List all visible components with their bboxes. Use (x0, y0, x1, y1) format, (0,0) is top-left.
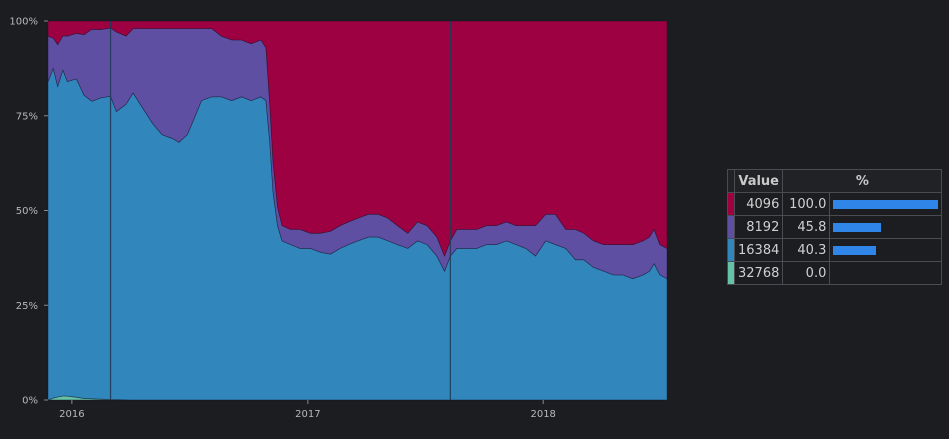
legend-row[interactable]: 8192 45.8 (727, 215, 943, 239)
y-tick-label: 0% (22, 396, 38, 407)
legend-bar-cell (829, 238, 943, 262)
legend-header-row: Value % (727, 169, 943, 193)
legend-value: 4096 (733, 192, 784, 216)
legend-value: 8192 (733, 215, 784, 239)
legend-header-swatch (727, 169, 735, 193)
legend-pct: 45.8 (782, 215, 831, 239)
legend-pct: 0.0 (782, 261, 831, 285)
legend-bar-cell (829, 261, 943, 285)
x-tick-label: 2017 (295, 409, 320, 420)
legend-swatch (727, 261, 735, 285)
legend-header-value[interactable]: Value (733, 169, 784, 193)
legend-value: 16384 (733, 238, 784, 262)
y-tick-label: 75% (16, 111, 38, 122)
legend-swatch (727, 215, 735, 239)
legend-row[interactable]: 4096 100.0 (727, 192, 943, 216)
legend-header-pct[interactable]: % (782, 169, 943, 193)
legend-swatch (727, 192, 735, 216)
x-tick-label: 2018 (530, 409, 555, 420)
legend-table: Value % 4096 100.0 8192 45.8 16384 40.3 … (727, 169, 943, 285)
y-tick-label: 50% (16, 206, 38, 217)
legend-pct-bar (833, 199, 939, 209)
legend-swatch (727, 238, 735, 262)
x-tick-label: 2016 (59, 409, 84, 420)
legend-bar-cell (829, 192, 943, 216)
legend-pct-bar (833, 245, 876, 255)
area-series-4096 (47, 20, 668, 257)
legend-row[interactable]: 16384 40.3 (727, 238, 943, 262)
legend-row[interactable]: 32768 0.0 (727, 261, 943, 285)
legend-pct: 40.3 (782, 238, 831, 262)
legend-pct-bar (833, 222, 882, 232)
legend-bar-cell (829, 215, 943, 239)
y-tick-label: 25% (16, 301, 38, 312)
y-tick-label: 100% (9, 17, 38, 28)
legend-value: 32768 (733, 261, 784, 285)
legend-pct: 100.0 (782, 192, 831, 216)
